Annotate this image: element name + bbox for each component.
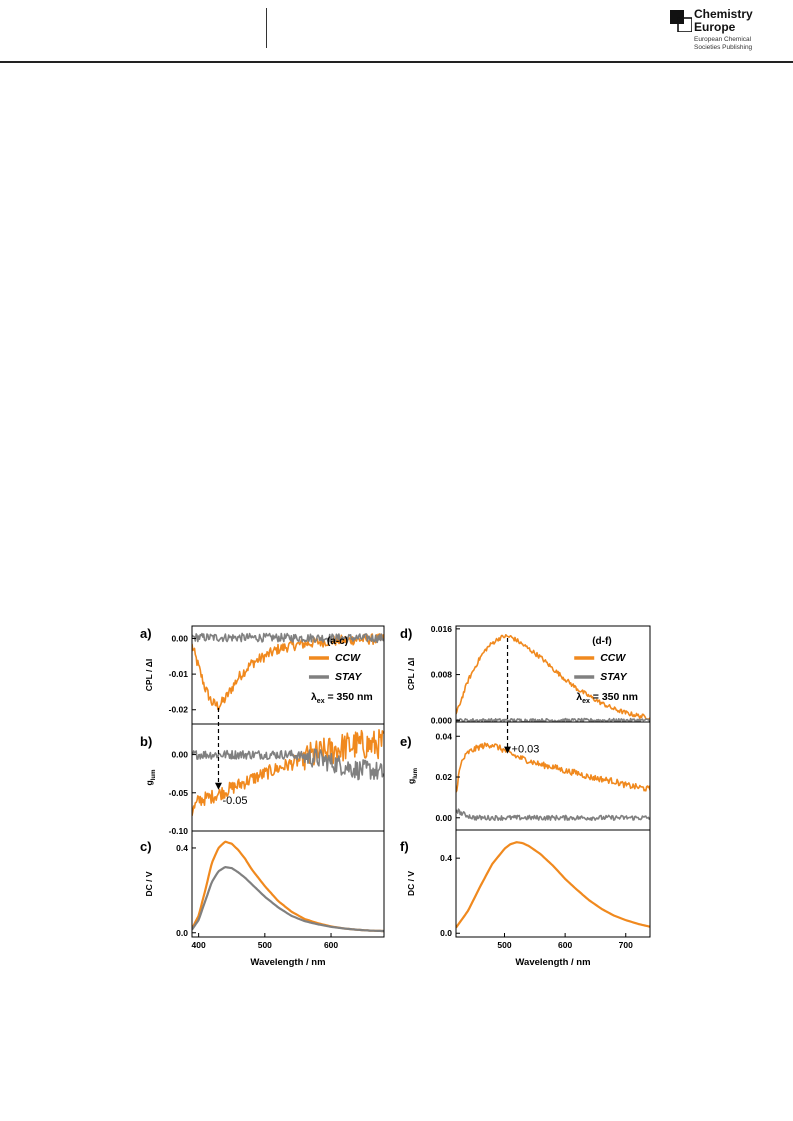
- logo-title: Chemistry Europe: [694, 8, 753, 33]
- series-line-ccw: [192, 729, 384, 817]
- header-rule: [0, 61, 793, 63]
- panel-b: 0.00 -0.05 -0.10 b) glum: [140, 723, 385, 836]
- series-line-ccw: [456, 634, 650, 720]
- legend-excitation: λex = 350 nm: [576, 691, 638, 705]
- y-tick-label: 0.00: [171, 633, 188, 643]
- series-line-stay: [456, 717, 650, 722]
- y-tick-label: 0.04: [435, 731, 452, 741]
- x-tick-label: 500: [497, 940, 511, 950]
- plot-frame: [455, 829, 651, 938]
- x-tick-label: 700: [619, 940, 633, 950]
- x-tick-label: 400: [192, 940, 206, 950]
- series-line-stay: [192, 748, 384, 781]
- y-axis-label: DC / V: [144, 871, 154, 896]
- logo-sub1: European Chemical: [694, 36, 752, 43]
- annotation-value: +0.03: [512, 744, 540, 756]
- y-tick-label: 0.016: [431, 624, 453, 634]
- annotation-arrowhead: [214, 782, 222, 790]
- y-axis-label: CPL / ΔI: [144, 659, 154, 691]
- logo-line1: Chemistry: [694, 7, 753, 21]
- y-tick-label: 0.4: [176, 843, 188, 853]
- y-axis-label: glum: [144, 770, 157, 786]
- legend-label-ccw: CCW: [335, 652, 361, 664]
- legend-label-ccw: CCW: [600, 652, 626, 664]
- legend-header: (a-c): [327, 636, 348, 647]
- x-tick-label: 600: [558, 940, 572, 950]
- plot-frame: [455, 721, 651, 831]
- x-tick-label: 500: [258, 940, 272, 950]
- logo-line2: Europe: [694, 19, 736, 34]
- y-tick-label: 0.000: [431, 715, 453, 725]
- y-tick-label: 0.008: [431, 670, 453, 680]
- x-axis-label: Wavelength / nm: [250, 957, 325, 968]
- y-tick-label: 0.00: [435, 813, 452, 823]
- series-line-ccw: [192, 840, 384, 933]
- series-line-stay: [456, 808, 650, 821]
- logo-sub2: Societies Publishing: [694, 44, 753, 51]
- panel-a: 0.00 -0.01 -0.02 a) CPL / ΔI (a-c) CCW STAY λex …: [140, 625, 385, 725]
- annotation-value: -0.05: [222, 795, 247, 807]
- y-tick-label: 0.00: [171, 750, 188, 760]
- legend-excitation: λex = 350 nm: [311, 691, 373, 705]
- x-axis-label: Wavelength / nm: [515, 957, 590, 968]
- legend-header: (d-f): [592, 636, 611, 647]
- y-axis-label: CPL / ΔI: [406, 658, 416, 690]
- series-line-stay: [192, 866, 384, 933]
- y-tick-label: 0.0: [176, 928, 188, 938]
- y-axis-label: glum: [406, 768, 419, 784]
- y-tick-label: 0.02: [435, 772, 452, 782]
- panel-label: c): [140, 839, 152, 854]
- chemistry-europe-logo-icon: [670, 10, 692, 32]
- x-tick-label: 600: [324, 940, 338, 950]
- panel-label: e): [400, 734, 412, 749]
- plot-frame: [191, 830, 385, 938]
- panel-label: a): [140, 626, 152, 641]
- annotation-arrowhead: [504, 746, 512, 754]
- panel-c: 0.0 0.4 400 500 600 Wavelength / nm c) DC / V: [140, 830, 385, 968]
- y-tick-label: -0.02: [169, 705, 189, 715]
- y-axis-label: DC / V: [406, 871, 416, 896]
- panel-label: d): [400, 626, 412, 641]
- y-tick-label: 0.4: [440, 853, 452, 863]
- y-tick-label: -0.10: [169, 826, 189, 836]
- panel-e: 0.00 0.02 0.04 e) glum: [400, 721, 651, 831]
- y-tick-label: -0.01: [169, 669, 189, 679]
- panel-d: 0.000 0.008 0.016 d) CPL / ΔI (d-f) CCW STAY λex…: [400, 624, 651, 725]
- header-divider: [266, 8, 267, 48]
- chemistry-europe-logo: Chemistry Europe European Chemical Socie…: [670, 8, 785, 56]
- y-tick-label: -0.05: [169, 788, 189, 798]
- panel-label: f): [400, 839, 409, 854]
- panel-label: b): [140, 734, 152, 749]
- legend-label-stay: STAY: [600, 671, 627, 683]
- series-line-ccw: [456, 742, 650, 793]
- series-line-ccw: [456, 841, 650, 929]
- logo-subtitle: European Chemical Societies Publishing: [694, 36, 752, 52]
- series-line-stay: [192, 632, 384, 644]
- y-tick-label: 0.0: [440, 928, 452, 938]
- panel-f: 0.0 0.4 500 600 700 Wavelength / nm f) DC / V: [400, 829, 651, 968]
- legend-label-stay: STAY: [335, 671, 362, 683]
